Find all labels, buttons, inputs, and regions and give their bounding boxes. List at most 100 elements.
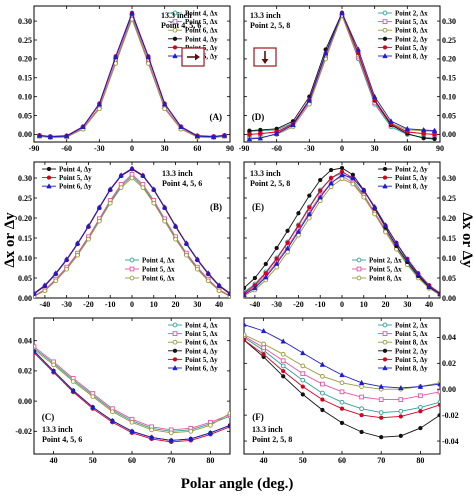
panel-e: -40 -30 -20 -10 0 10 20 30 40 0.00 0.05 0.10 0.15 0.2… — [243, 161, 456, 309]
yaxis-title-left: Δx or Δy — [2, 212, 18, 268]
data-point — [188, 428, 194, 434]
legend-swatch-marker — [129, 275, 135, 281]
data-point — [129, 175, 135, 181]
legend-label: Point 8, Δy — [395, 183, 428, 191]
data-point — [300, 363, 306, 369]
panel-tag: (B) — [210, 202, 222, 212]
legend-label: Point 4, Δy — [59, 166, 92, 174]
data-point — [273, 130, 280, 136]
y-tick-label: -0.04 — [442, 437, 459, 446]
legend-label: Point 5, Δy — [395, 356, 428, 364]
data-point — [320, 373, 325, 379]
legend-swatch-marker — [382, 27, 388, 33]
y-tick-label: 0.00 — [442, 385, 456, 394]
data-point — [96, 204, 103, 210]
panel-d: -90 -60 -30 0 30 60 90 0.00 0.05 0.10 0.15 0.20 0.25… — [239, 5, 456, 153]
y-tick-label: 0.00 — [18, 397, 32, 406]
y-tick-label: 0.20 — [18, 55, 32, 64]
y-tick-label: 0.20 — [442, 214, 456, 223]
legend-swatch-marker — [356, 266, 362, 272]
data-point — [285, 240, 290, 245]
legend-item: Point 2, Δx — [378, 10, 428, 18]
data-point — [172, 222, 179, 229]
data-point — [437, 412, 440, 418]
data-point — [247, 132, 252, 137]
legend-swatch-marker — [172, 19, 178, 24]
data-point — [51, 362, 56, 368]
x-tick-label: -10 — [105, 300, 116, 309]
legend-label: Point 8, Δx — [395, 27, 428, 35]
data-point — [140, 172, 146, 178]
data-point — [109, 417, 116, 423]
y-tick-label: 0.00 — [442, 130, 456, 139]
data-point — [339, 380, 345, 386]
data-point — [328, 167, 334, 173]
series-group — [244, 321, 440, 440]
yaxis-title-right: Δx or Δy — [459, 212, 474, 268]
x-tick-label: 0 — [340, 144, 344, 153]
legend-item: Point 5, Δx — [378, 18, 428, 26]
panel-tag: (A) — [210, 112, 223, 122]
data-point — [415, 271, 421, 277]
data-point — [53, 278, 59, 284]
data-point — [261, 345, 266, 351]
data-point — [320, 407, 325, 413]
data-point — [263, 261, 268, 267]
panel-note: 13.3 inch — [42, 425, 73, 434]
x-tick-label: 0 — [340, 300, 344, 309]
series-point-2-x — [244, 335, 440, 415]
data-point — [418, 409, 423, 414]
arrow-right-icon — [181, 47, 205, 67]
legend-swatch-marker — [46, 175, 52, 180]
series-point-6-y — [34, 165, 230, 296]
data-point — [295, 228, 302, 234]
x-tick-label: -30 — [271, 300, 282, 309]
series-point-8-y — [246, 9, 438, 142]
legend-label: Point 5, Δx — [185, 330, 218, 338]
legend-item: Point 4, Δx — [168, 322, 218, 330]
y-tick-label: 0.25 — [18, 194, 32, 203]
legend-label: Point 2, Δx — [369, 257, 402, 265]
y-tick-label: 0.25 — [442, 194, 456, 203]
legend-item: Point 2, Δy — [378, 166, 428, 174]
y-tick-label: 0.00 — [442, 294, 456, 303]
panel-tag: (E) — [252, 202, 264, 212]
legend-swatch-marker — [382, 364, 388, 371]
data-point — [317, 194, 323, 200]
series-line — [244, 175, 440, 295]
data-point — [90, 404, 96, 410]
data-point — [216, 282, 222, 288]
x-tick-label: 10 — [360, 300, 368, 309]
x-tick-label: 20 — [172, 300, 180, 309]
data-point — [300, 349, 306, 356]
data-point — [110, 409, 115, 415]
data-point — [296, 211, 301, 216]
data-point — [318, 188, 323, 193]
x-tick-label: -40 — [40, 300, 51, 309]
data-point — [246, 135, 253, 142]
legend-label: Point 5, Δy — [395, 44, 428, 52]
data-point — [404, 256, 411, 263]
data-point — [63, 256, 70, 262]
data-point — [260, 327, 267, 334]
data-point — [145, 53, 152, 60]
x-tick-label: 80 — [206, 456, 214, 465]
legend-item: Point 6, Δy — [42, 183, 92, 191]
data-point — [300, 377, 306, 383]
x-tick-label: 0 — [130, 144, 134, 153]
panel-note: 13.3 inch — [252, 425, 283, 434]
legend-label: Point 5, Δx — [142, 266, 175, 274]
data-point — [194, 256, 201, 262]
data-point — [96, 106, 102, 112]
legend-item: Point 8, Δx — [352, 275, 402, 283]
legend-swatch-marker — [172, 52, 178, 59]
legend-swatch-marker — [46, 166, 52, 172]
data-point — [221, 132, 228, 138]
data-point — [261, 352, 266, 357]
series-line — [244, 174, 440, 296]
data-point — [281, 368, 286, 374]
panel-b: -40 -30 -20 -10 0 10 20 30 40 0.00 0.05 0.10 0.15 0.2… — [18, 161, 231, 309]
